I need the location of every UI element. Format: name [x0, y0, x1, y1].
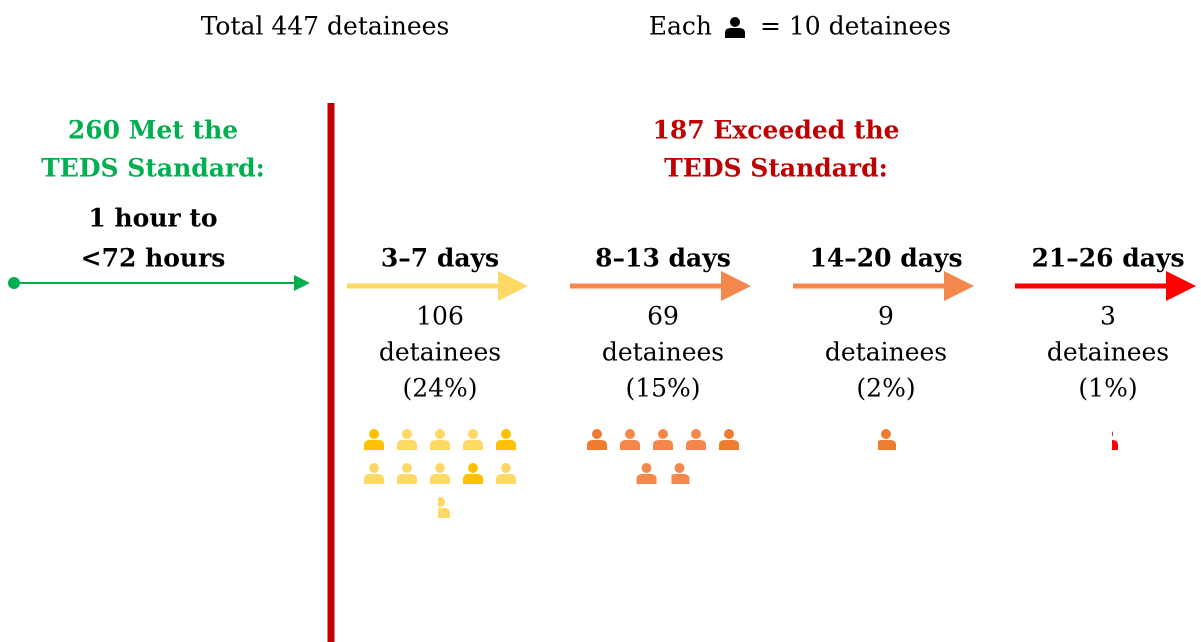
- icon-body: [438, 508, 450, 518]
- person-icon: [620, 429, 640, 450]
- met-dot: [8, 277, 20, 289]
- partial-icon: [878, 429, 896, 450]
- person-icon: [364, 429, 384, 450]
- person-icon: [671, 463, 690, 484]
- icon-body: [725, 28, 745, 38]
- icon-head: [438, 497, 445, 507]
- person-icon: [686, 429, 706, 450]
- icon-body: [364, 440, 384, 450]
- person-icon: [653, 429, 673, 450]
- partial-icon: [438, 497, 450, 518]
- count: 3: [1100, 302, 1116, 331]
- icon-head: [1112, 431, 1113, 437]
- person-icon: [397, 463, 417, 484]
- person-icon: [725, 17, 745, 38]
- person-icon: [496, 429, 516, 450]
- group-label: 3–7 days: [381, 244, 499, 273]
- icon-body: [1112, 440, 1118, 450]
- person-icon: [364, 463, 384, 484]
- person-icon: [719, 429, 739, 450]
- icon-body: [636, 474, 657, 484]
- group-label: 8–13 days: [595, 244, 731, 273]
- person-icon: [438, 497, 450, 518]
- icon-head: [625, 429, 635, 439]
- unit: detainees: [825, 338, 947, 367]
- unit: detainees: [602, 338, 724, 367]
- icon-head: [435, 429, 445, 439]
- person-icon: [463, 429, 483, 450]
- partial-icon: [671, 463, 690, 484]
- person-icon: [878, 429, 896, 450]
- icon-head: [641, 463, 652, 473]
- met-range: 1 hour to: [88, 204, 217, 233]
- icon-body: [364, 474, 384, 484]
- icon-head: [468, 429, 478, 439]
- icon-body: [430, 440, 450, 450]
- percent: (2%): [856, 374, 915, 403]
- unit: detainees: [1047, 338, 1169, 367]
- met-title: 260 Met the: [68, 116, 238, 145]
- icon-head: [435, 463, 445, 473]
- icon-body: [686, 440, 706, 450]
- person-icon: [587, 429, 607, 450]
- exceeded-title: TEDS Standard:: [664, 154, 888, 183]
- icon-head: [369, 429, 379, 439]
- person-icon: [1112, 431, 1118, 450]
- person-icon: [430, 429, 450, 450]
- icon-head: [402, 429, 412, 439]
- person-icon: [463, 463, 483, 484]
- icon-body: [463, 474, 483, 484]
- icon-head: [730, 17, 740, 27]
- count: 69: [647, 302, 679, 331]
- total: Total 447 detainees: [201, 12, 450, 41]
- icon-head: [592, 429, 602, 439]
- partial-icon: [1112, 431, 1118, 450]
- icon-head: [724, 429, 734, 439]
- icon-head: [369, 463, 379, 473]
- icon-head: [468, 463, 478, 473]
- icon-body: [430, 474, 450, 484]
- percent: (1%): [1078, 374, 1137, 403]
- person-icon: [496, 463, 516, 484]
- icon-body: [463, 440, 483, 450]
- person-icon: [397, 429, 417, 450]
- icon-body: [496, 440, 516, 450]
- icon-head: [691, 429, 701, 439]
- met-range: <72 hours: [81, 244, 226, 273]
- group-label: 21–26 days: [1031, 244, 1184, 273]
- count: 106: [416, 302, 464, 331]
- icon-head: [881, 429, 891, 439]
- legend-icon: [725, 17, 745, 38]
- icon-body: [397, 474, 417, 484]
- count: 9: [878, 302, 894, 331]
- icon-head: [674, 463, 685, 473]
- percent: (24%): [402, 374, 477, 403]
- icon-body: [587, 440, 607, 450]
- icon-body: [397, 440, 417, 450]
- icon-body: [496, 474, 516, 484]
- icon-body: [878, 440, 896, 450]
- met-title: TEDS Standard:: [41, 154, 265, 183]
- icon-body: [719, 440, 739, 450]
- icon-body: [620, 440, 640, 450]
- icon-head: [501, 463, 511, 473]
- percent: (15%): [625, 374, 700, 403]
- icon-head: [402, 463, 412, 473]
- icon-head: [501, 429, 511, 439]
- group-label: 14–20 days: [809, 244, 962, 273]
- person-icon: [430, 463, 450, 484]
- exceeded-title: 187 Exceeded the: [652, 116, 899, 145]
- icon-body: [671, 474, 690, 484]
- icon-head: [658, 429, 668, 439]
- icon-body: [653, 440, 673, 450]
- legend-suffix: = 10 detainees: [760, 12, 951, 41]
- legend-prefix: Each: [649, 12, 712, 41]
- unit: detainees: [379, 338, 501, 367]
- person-icon: [636, 463, 657, 484]
